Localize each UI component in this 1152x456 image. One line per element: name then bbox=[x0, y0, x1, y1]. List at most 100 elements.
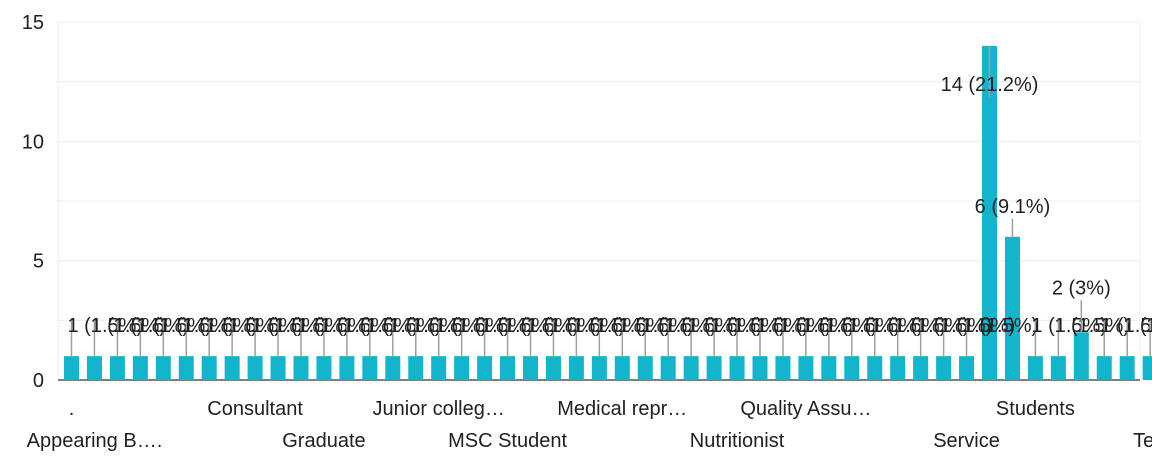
data-label: 1 (1.5%) bbox=[894, 315, 970, 337]
bar bbox=[1004, 236, 1020, 380]
y-axis-ticks: 0 5 10 15 bbox=[22, 12, 44, 392]
data-label: 1 (1.5%) bbox=[963, 315, 1039, 337]
data-label: 1 (1.5%) bbox=[159, 315, 235, 337]
data-label: 1 (1.5%) bbox=[871, 315, 947, 337]
bar bbox=[316, 356, 332, 380]
x-tick-label: . bbox=[69, 398, 75, 420]
data-label: 1 (1.5%) bbox=[504, 315, 580, 337]
data-label: 1 (1.5%) bbox=[687, 315, 763, 337]
data-label: 1 (1.5%) bbox=[756, 315, 832, 337]
bar bbox=[729, 356, 745, 380]
bar bbox=[86, 356, 102, 380]
bar bbox=[293, 356, 309, 380]
bar bbox=[431, 356, 447, 380]
x-tick-label: Consultant bbox=[207, 398, 303, 420]
bar bbox=[614, 356, 630, 380]
data-label: 1 (1.5%) bbox=[343, 315, 419, 337]
data-label: 1 (1.5%) bbox=[251, 315, 327, 337]
bar bbox=[224, 356, 240, 380]
bar bbox=[683, 356, 699, 380]
data-label: 1 (1.5%) bbox=[1146, 315, 1152, 337]
bar bbox=[568, 356, 584, 380]
data-label: 1 (1.5%) bbox=[572, 315, 648, 337]
x-tick-label: Students bbox=[996, 398, 1075, 420]
bar bbox=[844, 356, 860, 380]
data-label: 1 (1.5%) bbox=[366, 315, 442, 337]
bar bbox=[408, 356, 424, 380]
bar bbox=[1050, 356, 1066, 380]
bar bbox=[64, 356, 79, 380]
bar bbox=[362, 356, 378, 380]
x-tick-label: Quality Assu… bbox=[740, 398, 871, 420]
bar bbox=[591, 356, 607, 380]
bar bbox=[132, 356, 148, 380]
data-label: 1 (1.5%) bbox=[848, 315, 924, 337]
bar bbox=[936, 356, 952, 380]
bar bbox=[545, 356, 561, 380]
bar bbox=[523, 356, 538, 380]
data-labels: 1 (1.5%)1 (1.5%)1 (1.5%)1 (1.5%)1 (1.5%)… bbox=[68, 45, 1152, 357]
data-label: 1 (1.5%) bbox=[320, 315, 396, 337]
bar bbox=[1073, 332, 1089, 380]
data-label: 1 (1.5%) bbox=[664, 315, 740, 337]
data-label: 6 (9.1%) bbox=[975, 196, 1051, 218]
x-tick-label: Teaching bbox=[1133, 430, 1152, 452]
x-tick-label: MSC Student bbox=[448, 430, 567, 452]
data-label: 1 (1.5%) bbox=[182, 315, 258, 337]
data-label: 1 (1.5%) bbox=[802, 315, 878, 337]
x-tick-label: Junior colleg… bbox=[373, 398, 505, 420]
bar bbox=[890, 356, 906, 380]
bar bbox=[821, 356, 837, 380]
x-tick-label: Graduate bbox=[282, 430, 365, 452]
data-label: 1 (1.5%) bbox=[618, 315, 694, 337]
data-label: 1 (1.5%) bbox=[136, 315, 212, 337]
x-axis-labels: . Appearing B…. Consultant Graduate Junior c… bbox=[27, 398, 1152, 452]
data-label: 1 (1.5%) bbox=[389, 315, 465, 337]
data-label: 1 (1.5%) bbox=[458, 315, 534, 337]
x-tick-label: Medical repr… bbox=[557, 398, 687, 420]
data-label: 1 (1.5%) bbox=[527, 315, 603, 337]
y-tick-label: 5 bbox=[33, 251, 44, 273]
data-label: 1 (1.5%) bbox=[205, 315, 281, 337]
data-label: 1 (1.5%) bbox=[1031, 315, 1107, 337]
x-tick-label: Appearing B…. bbox=[27, 430, 163, 452]
bar bbox=[982, 45, 997, 380]
bar bbox=[454, 356, 470, 380]
data-label: 1 (1.5%) bbox=[825, 315, 901, 337]
bar bbox=[637, 356, 653, 380]
bar bbox=[247, 356, 263, 380]
data-label: 2 (3%) bbox=[1052, 277, 1111, 299]
data-label: 1 (1.5%) bbox=[1100, 315, 1152, 337]
data-label: 1 (1.5%) bbox=[917, 315, 993, 337]
y-tick-label: 10 bbox=[22, 131, 44, 153]
bar bbox=[798, 356, 814, 380]
data-label: 1 (1.5%) bbox=[549, 315, 625, 337]
x-tick-label: Nutritionist bbox=[690, 430, 785, 452]
bars bbox=[64, 45, 1152, 380]
data-label: 1 (1.5%) bbox=[412, 315, 488, 337]
data-label: 1 (1.5%) bbox=[1123, 315, 1152, 337]
data-label: 1 (1.5%) bbox=[228, 315, 304, 337]
x-tick-label: Service bbox=[933, 430, 1000, 452]
data-label: 1 (1.5%) bbox=[733, 315, 809, 337]
bar bbox=[500, 356, 516, 380]
data-label: 1 (1.5%) bbox=[297, 315, 373, 337]
data-label: 1 (1.5%) bbox=[1054, 315, 1130, 337]
bar bbox=[867, 356, 883, 380]
bar bbox=[660, 356, 676, 380]
data-label: 1 (1.5%) bbox=[90, 315, 166, 337]
bar bbox=[178, 356, 194, 380]
data-label: 14 (21.2%) bbox=[941, 74, 1039, 96]
data-label: 1 (1.5%) bbox=[274, 315, 350, 337]
data-label: 1 (1.5%) bbox=[710, 315, 786, 337]
data-label: 1 (1.5%) bbox=[481, 315, 557, 337]
bar bbox=[913, 356, 929, 380]
bar bbox=[1142, 356, 1152, 380]
bar bbox=[477, 356, 493, 380]
bar bbox=[155, 356, 171, 380]
data-label: 1 (1.5%) bbox=[595, 315, 671, 337]
bar bbox=[1119, 356, 1135, 380]
y-tick-label: 0 bbox=[33, 370, 44, 392]
bar bbox=[1096, 356, 1112, 380]
